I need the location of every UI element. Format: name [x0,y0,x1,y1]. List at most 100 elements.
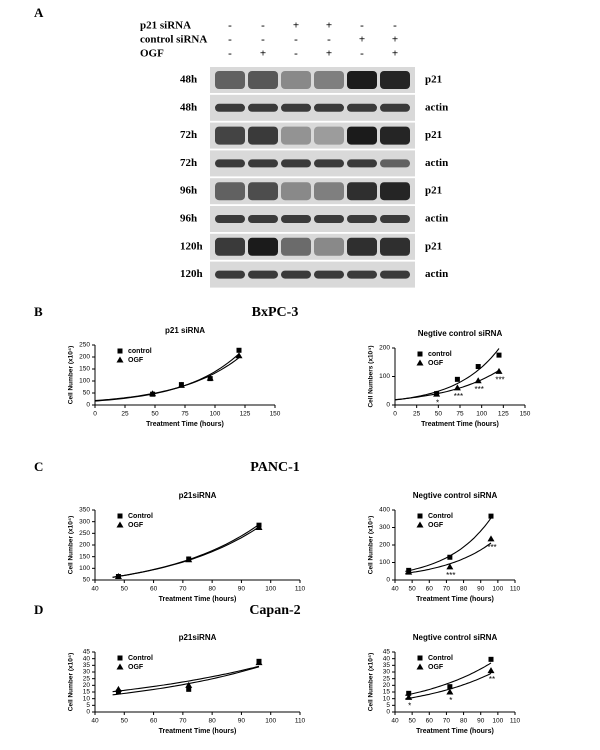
x-tick-label: 100 [265,586,276,593]
significance-mark: * [408,701,411,710]
treatment-sign: - [261,20,265,32]
blot-band [314,71,344,89]
time-label: 48h [180,74,197,86]
data-point [177,381,185,388]
x-axis-label: Treatment Time (hours) [421,421,499,428]
legend-marker [117,348,123,354]
time-label: 96h [180,213,197,225]
treatment-sign: - [360,20,364,32]
significance-mark: *** [454,392,463,401]
data-point [474,377,482,384]
y-tick-label: 10 [83,695,91,702]
y-tick-label: 15 [83,689,91,696]
legend-marker [417,513,423,519]
blot-band [380,159,410,168]
significance-mark: ** [489,675,495,684]
legend-label: OGF [128,522,144,529]
blot-band [380,270,410,279]
data-point [114,573,122,579]
y-tick-label: 5 [386,702,390,709]
y-axis-label: Cell Numbers (x10⁴) [368,345,375,407]
chart-title: Negtive control siRNA [413,491,498,500]
y-tick-label: 150 [79,366,90,373]
y-tick-label: 10 [383,695,391,702]
protein-label: p21 [425,240,442,252]
y-axis-label: Cell Number (x10⁴) [68,516,75,574]
y-tick-label: 50 [83,577,91,584]
protein-label: p21 [425,129,442,141]
data-point [447,554,453,560]
x-tick-label: 25 [121,411,129,418]
fit-curve [112,524,260,578]
data-point [475,364,481,370]
y-tick-label: 250 [79,342,90,349]
x-tick-label: 150 [270,411,281,418]
x-tick-label: 50 [121,586,129,593]
x-tick-label: 50 [151,411,159,418]
y-tick-label: 0 [386,577,390,584]
protein-label: actin [425,213,448,225]
x-tick-label: 100 [492,586,503,593]
chart-title: p21 siRNA [165,326,205,335]
x-axis-label: Treatment Time (hours) [159,728,237,735]
fit-curve [94,353,240,402]
y-tick-label: 100 [379,373,390,380]
blot-band [347,182,377,201]
x-tick-label: 80 [209,718,217,725]
y-tick-label: 100 [79,565,90,572]
x-tick-label: 125 [498,411,509,418]
x-tick-label: 0 [393,411,397,418]
data-point [406,690,412,696]
time-label: 96h [180,185,197,197]
blot-band [314,270,344,279]
x-axis-label: Treatment Time (hours) [159,596,237,603]
y-tick-label: 300 [379,524,390,531]
legend-marker [417,351,423,357]
blot-band [347,71,377,89]
legend-marker [417,655,423,661]
legend-label: Control [428,513,453,520]
protein-label: actin [425,101,448,113]
treatment-sign: + [260,48,266,60]
blot-band [314,215,344,223]
treatment-sign: + [392,48,398,60]
fit-curve [394,369,500,401]
x-tick-label: 50 [409,586,417,593]
treatment-sign: - [261,34,265,46]
treatment-sign: - [327,34,331,46]
x-tick-label: 40 [91,586,99,593]
chart-title: p21siRNA [179,633,217,642]
blot-band [347,237,377,256]
significance-mark: * [436,398,439,407]
x-tick-label: 100 [476,411,487,418]
legend-marker [117,655,123,661]
blot-band [281,71,311,89]
y-axis-label: Cell Number (x10⁴) [68,346,75,404]
legend-label: Control [128,655,153,662]
blot-band [281,103,311,112]
treatment-sign: + [359,34,365,46]
data-point [488,656,494,662]
y-tick-label: 200 [379,345,390,352]
blot-band [347,270,377,279]
data-point [447,684,453,690]
fit-curve [405,672,492,700]
blot-band [281,159,311,168]
blot-band [281,215,311,223]
treatment-sign: + [326,48,332,60]
data-point [185,556,193,563]
y-tick-label: 25 [383,675,391,682]
fit-curve [112,665,260,693]
blot-band [215,126,245,145]
significance-mark: *** [475,385,484,394]
legend-marker [416,359,424,366]
legend-label: Control [128,513,153,520]
time-label: 120h [180,268,203,280]
cell-line-title: Capan-2 [249,603,300,618]
x-tick-label: 80 [209,586,217,593]
y-tick-label: 100 [379,559,390,566]
blot-band [380,215,410,223]
x-tick-label: 100 [265,718,276,725]
blot-band [281,270,311,279]
y-tick-label: 200 [79,354,90,361]
